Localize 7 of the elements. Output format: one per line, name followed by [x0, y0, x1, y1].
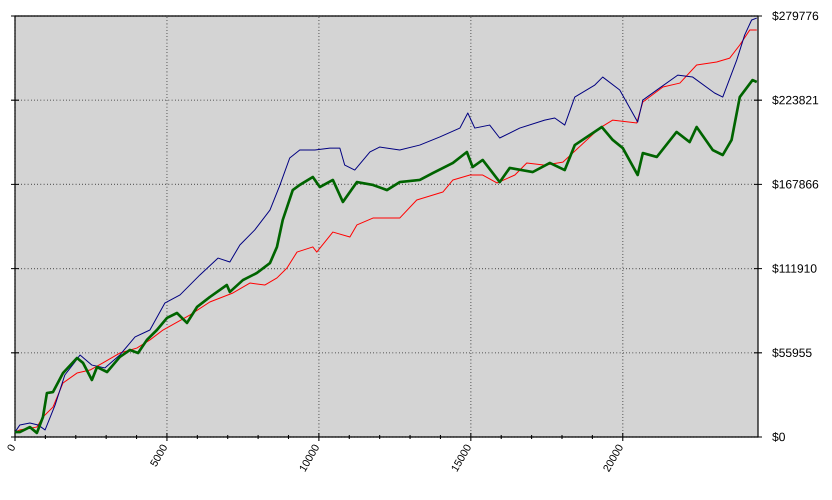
- y-tick-label: $111910: [772, 264, 817, 274]
- y-tick-label: $167866: [772, 180, 818, 190]
- x-tick-label: 0: [8, 444, 15, 451]
- y-tick-label: $279776: [772, 11, 818, 21]
- y-tick-label: $0: [772, 432, 785, 442]
- y-tick-label: $55955: [772, 348, 812, 358]
- y-tick-label: $223821: [772, 95, 818, 106]
